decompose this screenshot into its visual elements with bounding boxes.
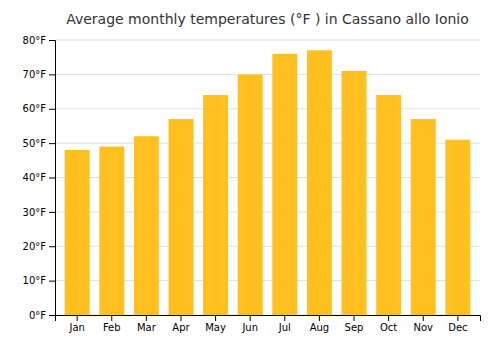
tick: Mar <box>137 315 157 333</box>
tick: Nov <box>413 315 433 333</box>
tick-mark <box>49 143 55 144</box>
bar <box>134 136 159 315</box>
tick-label: Jan <box>68 322 84 333</box>
tick-label: 80°F <box>23 35 47 46</box>
tick-label: 60°F <box>23 103 47 114</box>
tick-label: Nov <box>413 322 433 333</box>
title: Average monthly temperatures (°F ) in Ca… <box>66 11 469 27</box>
bar <box>272 54 297 315</box>
tick: Jun <box>241 315 258 333</box>
tick: Feb <box>103 315 121 333</box>
tick-mark <box>49 40 55 41</box>
tick-label: Jun <box>241 322 258 333</box>
bars <box>65 50 471 315</box>
tick-mark <box>49 109 55 110</box>
tick-mark <box>49 281 55 282</box>
tick-mark <box>111 315 112 321</box>
tick: May <box>205 315 226 333</box>
bar <box>99 147 124 315</box>
tick: Apr <box>172 315 190 333</box>
tick: 70°F <box>23 69 55 80</box>
tick-mark <box>284 315 285 321</box>
tick-mark <box>388 315 389 321</box>
grid-line <box>55 40 480 41</box>
tick-mark <box>49 74 55 75</box>
tick-label: Feb <box>103 322 121 333</box>
tick: Sep <box>345 315 364 333</box>
tick: Dec <box>448 315 467 333</box>
bar <box>342 71 367 315</box>
tick: 10°F <box>23 275 55 286</box>
tick: Jan <box>68 315 84 333</box>
tick: Jul <box>278 315 291 333</box>
x-axis: Jan Feb Mar Apr May Jun Jul Aug Sep Oct Nov Dec <box>56 315 481 333</box>
tick-label: 50°F <box>23 138 47 149</box>
tick-label: 30°F <box>23 207 47 218</box>
grid-line <box>55 74 480 75</box>
tick-mark <box>49 178 55 179</box>
tick-mark <box>354 315 355 321</box>
tick-label: 70°F <box>23 69 47 80</box>
bar <box>203 95 228 315</box>
tick: 40°F <box>23 172 55 183</box>
tick-label: 10°F <box>23 275 47 286</box>
bar <box>411 119 436 315</box>
tick: 30°F <box>23 207 55 218</box>
axis-line <box>49 41 56 316</box>
tick-label: 40°F <box>23 172 47 183</box>
tick-mark <box>180 315 181 321</box>
y-axis: 0°F 10°F 20°F 30°F 40°F 50°F 60°F 70°F 80°F <box>23 35 56 321</box>
grid <box>55 40 480 315</box>
bar <box>65 150 90 315</box>
tick-mark <box>319 315 320 321</box>
tick-mark <box>146 315 147 321</box>
bar <box>307 50 332 315</box>
tick-mark <box>49 315 55 316</box>
tick-mark <box>77 315 78 321</box>
axis-line <box>56 316 481 322</box>
tick: 50°F <box>23 138 55 149</box>
tick-mark <box>215 315 216 321</box>
bar <box>238 74 263 315</box>
tick-mark <box>49 212 55 213</box>
tick-mark <box>49 246 55 247</box>
tick-label: Aug <box>310 322 330 333</box>
tick-mark <box>250 315 251 321</box>
bar <box>169 119 194 315</box>
tick: Aug <box>310 315 330 333</box>
tick-label: 20°F <box>23 241 47 252</box>
tick-label: Jul <box>278 322 291 333</box>
tick-label: Dec <box>448 322 467 333</box>
chart: 0°F 10°F 20°F 30°F 40°F 50°F 60°F 70°F 80°F Jan Fe… <box>0 0 500 350</box>
tick: 60°F <box>23 103 55 114</box>
tick-label: Mar <box>137 322 157 333</box>
bar <box>445 140 470 315</box>
tick: 0°F <box>29 310 55 321</box>
tick-label: May <box>205 322 226 333</box>
bar <box>376 95 401 315</box>
tick-label: Oct <box>380 322 397 333</box>
tick-label: Apr <box>172 322 190 333</box>
grid-line <box>55 108 480 109</box>
tick: 20°F <box>23 241 55 252</box>
tick: Oct <box>380 315 397 333</box>
tick-label: Sep <box>345 322 364 333</box>
tick-mark <box>457 315 458 321</box>
tick-label: 0°F <box>29 310 46 321</box>
tick-mark <box>423 315 424 321</box>
tick: 80°F <box>23 35 55 46</box>
